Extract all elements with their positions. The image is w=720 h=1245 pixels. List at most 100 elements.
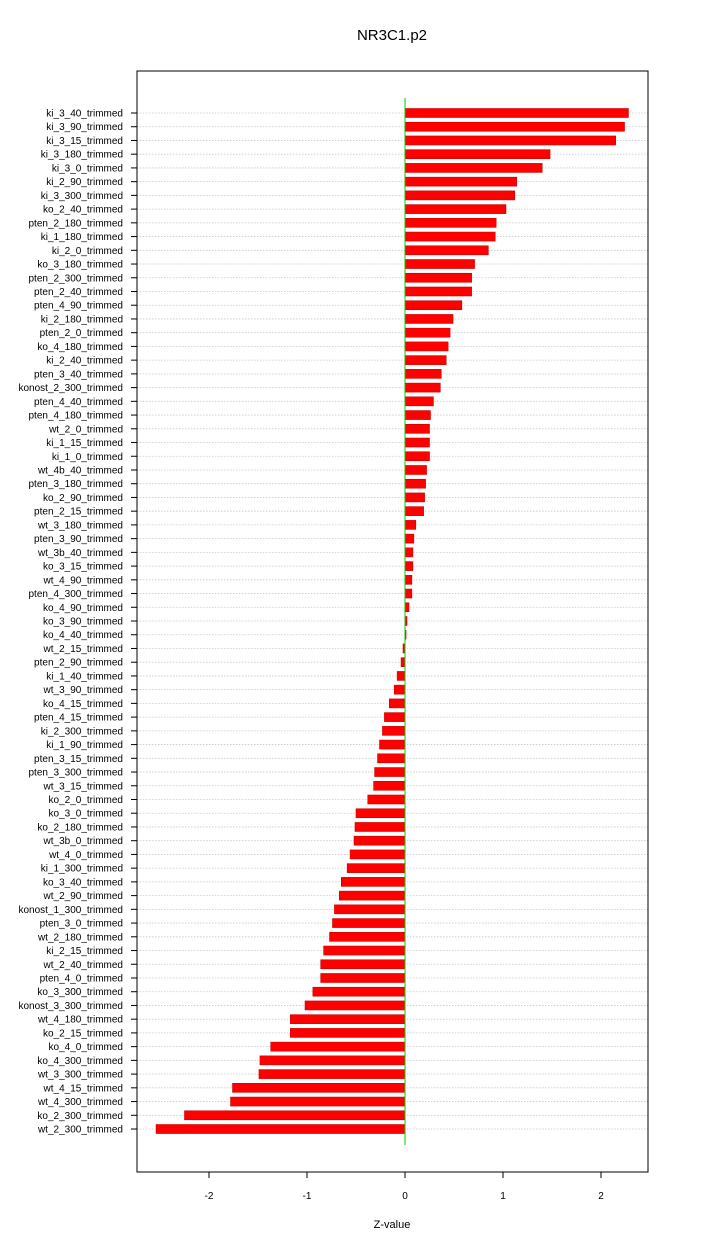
category-label: ko_3_0_trimmed xyxy=(49,809,123,820)
bar xyxy=(404,410,431,420)
bar xyxy=(353,835,406,846)
category-label: pten_2_0_trimmed xyxy=(40,328,123,339)
bar xyxy=(404,423,430,434)
category-label: ko_2_15_trimmed xyxy=(43,1028,123,1039)
category-label: ko_3_180_trimmed xyxy=(37,260,123,271)
category-label: wt_2_15_trimmed xyxy=(43,644,123,655)
bar xyxy=(384,712,406,722)
category-label: ki_3_180_trimmed xyxy=(41,150,123,161)
bar xyxy=(404,108,629,118)
bar xyxy=(404,547,414,558)
bar xyxy=(312,986,406,997)
bar xyxy=(404,588,413,599)
bar xyxy=(382,726,406,736)
bar xyxy=(404,149,551,159)
bar xyxy=(404,327,451,338)
bar xyxy=(404,478,426,489)
bar xyxy=(404,492,425,503)
bar xyxy=(404,465,427,475)
category-label: ko_4_40_trimmed xyxy=(43,630,123,641)
category-label: pten_3_90_trimmed xyxy=(34,534,123,545)
bar xyxy=(320,973,406,983)
bar xyxy=(404,341,449,352)
bar xyxy=(404,190,516,201)
category-label: ki_2_180_trimmed xyxy=(41,314,123,325)
category-label: pten_3_300_trimmed xyxy=(28,768,123,779)
category-labels: ki_3_40_trimmed ki_3_90_trimmed ki_3_15_tr… xyxy=(18,109,137,1136)
category-label: ko_3_15_trimmed xyxy=(43,562,123,573)
category-label: ki_3_40_trimmed xyxy=(46,109,123,120)
bar xyxy=(404,437,430,448)
bar xyxy=(329,931,406,942)
category-label: pten_4_180_trimmed xyxy=(28,411,123,422)
category-label: pten_2_15_trimmed xyxy=(34,507,123,518)
category-label: ko_2_90_trimmed xyxy=(43,493,123,504)
bar xyxy=(404,575,413,585)
bar xyxy=(320,959,406,970)
bar xyxy=(404,314,454,324)
bar xyxy=(354,822,406,832)
category-label: konost_2_300_trimmed xyxy=(18,383,123,394)
category-label: wt_4_15_trimmed xyxy=(43,1083,123,1094)
bar xyxy=(400,657,406,668)
bar xyxy=(404,259,475,269)
bar xyxy=(404,163,543,173)
category-label: ko_4_0_trimmed xyxy=(49,1042,123,1053)
category-label: ki_3_0_trimmed xyxy=(52,163,123,174)
bar xyxy=(404,396,434,407)
bar xyxy=(404,520,417,530)
category-label: wt_3_180_trimmed xyxy=(37,520,123,531)
bar xyxy=(340,877,406,887)
category-label: ko_2_40_trimmed xyxy=(43,205,123,216)
bar xyxy=(346,863,406,873)
category-label: pten_4_15_trimmed xyxy=(34,713,123,724)
category-label: pten_2_90_trimmed xyxy=(34,658,123,669)
category-label: pten_3_40_trimmed xyxy=(34,369,123,380)
x-tick-label: 2 xyxy=(598,1191,604,1202)
bar xyxy=(323,945,406,956)
bar xyxy=(259,1055,406,1066)
category-label: ki_2_0_trimmed xyxy=(52,246,123,257)
category-label: pten_2_180_trimmed xyxy=(28,218,123,229)
category-label: pten_2_40_trimmed xyxy=(34,287,123,298)
bar xyxy=(404,451,430,462)
bars xyxy=(155,108,629,1134)
category-label: pten_3_180_trimmed xyxy=(28,479,123,490)
category-label: wt_4_90_trimmed xyxy=(43,575,123,586)
category-label: ko_3_40_trimmed xyxy=(43,877,123,888)
category-label: ko_4_90_trimmed xyxy=(43,603,123,614)
bar xyxy=(404,561,414,571)
bar xyxy=(404,300,463,311)
bar xyxy=(389,698,406,709)
category-label: wt_2_0_trimmed xyxy=(48,424,123,435)
category-label: konost_1_300_trimmed xyxy=(18,905,123,916)
category-label: ko_3_90_trimmed xyxy=(43,617,123,628)
bar xyxy=(334,904,406,915)
category-label: konost_3_300_trimmed xyxy=(18,1001,123,1012)
category-label: pten_3_0_trimmed xyxy=(40,919,123,930)
bar xyxy=(404,369,442,379)
category-label: ko_4_180_trimmed xyxy=(37,342,123,353)
bar xyxy=(184,1110,406,1121)
bar xyxy=(404,218,497,228)
category-label: ko_2_300_trimmed xyxy=(37,1111,123,1122)
bar xyxy=(270,1041,406,1052)
category-label: ko_2_0_trimmed xyxy=(49,795,123,806)
category-label: pten_4_300_trimmed xyxy=(28,589,123,600)
category-label: ki_1_15_trimmed xyxy=(46,438,123,449)
category-label: wt_3_90_trimmed xyxy=(43,685,123,696)
bar xyxy=(404,355,447,365)
bar xyxy=(373,780,406,791)
category-label: ki_3_15_trimmed xyxy=(46,136,123,147)
bar xyxy=(404,121,625,132)
category-label: ki_1_90_trimmed xyxy=(46,740,123,751)
bar xyxy=(404,204,507,214)
bar xyxy=(404,245,489,256)
bar xyxy=(332,918,406,928)
category-label: wt_4_300_trimmed xyxy=(37,1097,123,1108)
bar xyxy=(355,808,406,819)
category-label: wt_3b_40_trimmed xyxy=(37,548,123,559)
bar xyxy=(404,231,496,242)
category-label: pten_2_300_trimmed xyxy=(28,273,123,284)
bar xyxy=(290,1028,406,1038)
